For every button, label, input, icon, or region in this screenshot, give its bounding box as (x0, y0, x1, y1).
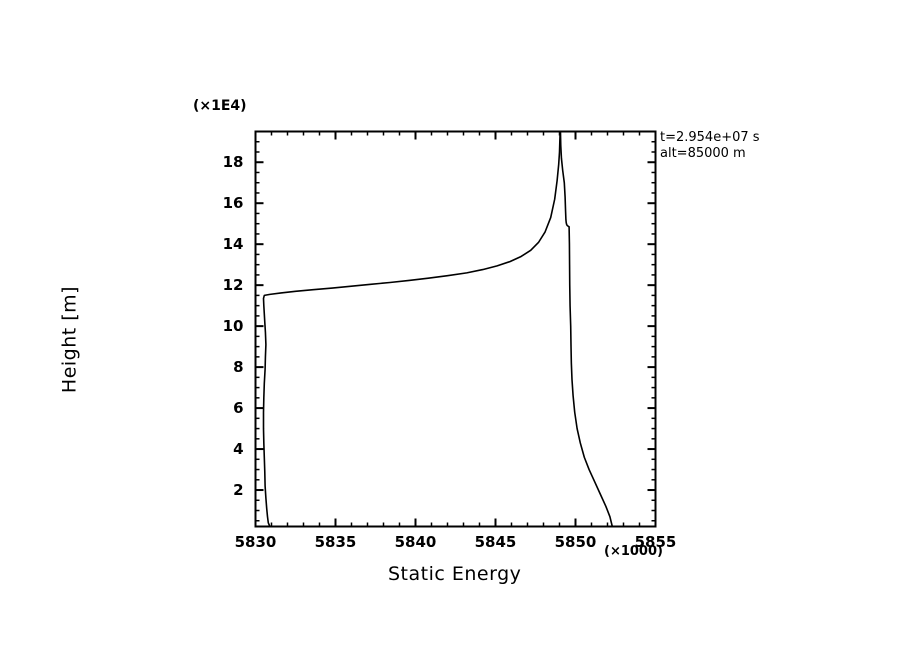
x-tick-label: 5830 (234, 532, 277, 551)
y-tick-label: 14 (222, 235, 244, 254)
annotation-time: t=2.954e+07 s (660, 130, 760, 145)
data-curve-right-branch (559, 130, 614, 528)
axes-layer (254, 130, 657, 528)
annotation-altitude: alt=85000 m (660, 146, 746, 161)
x-tick-label: 5855 (634, 532, 677, 551)
x-tick-label: 5850 (554, 532, 597, 551)
x-tick-label: 5840 (394, 532, 437, 551)
y-tick-label: 6 (233, 399, 244, 418)
y-tick-label: 16 (222, 194, 244, 213)
x-axis-multiplier-label: (×1000) (604, 544, 663, 559)
y-tick-label: 4 (233, 440, 244, 459)
y-tick-label: 2 (233, 481, 244, 500)
y-axis-multiplier-label: (×1E4) (193, 98, 247, 114)
plot-frame (254, 130, 657, 528)
y-tick-label: 18 (222, 153, 244, 172)
x-tick-label: 5835 (314, 532, 357, 551)
curves-layer (262, 130, 614, 528)
y-tick-label: 10 (222, 317, 244, 336)
data-curve-left-branch (262, 130, 561, 528)
y-tick-label: 12 (222, 276, 244, 295)
y-tick-label: 8 (233, 358, 244, 377)
x-axis-title: Static Energy (388, 563, 522, 585)
x-tick-label: 5845 (474, 532, 517, 551)
